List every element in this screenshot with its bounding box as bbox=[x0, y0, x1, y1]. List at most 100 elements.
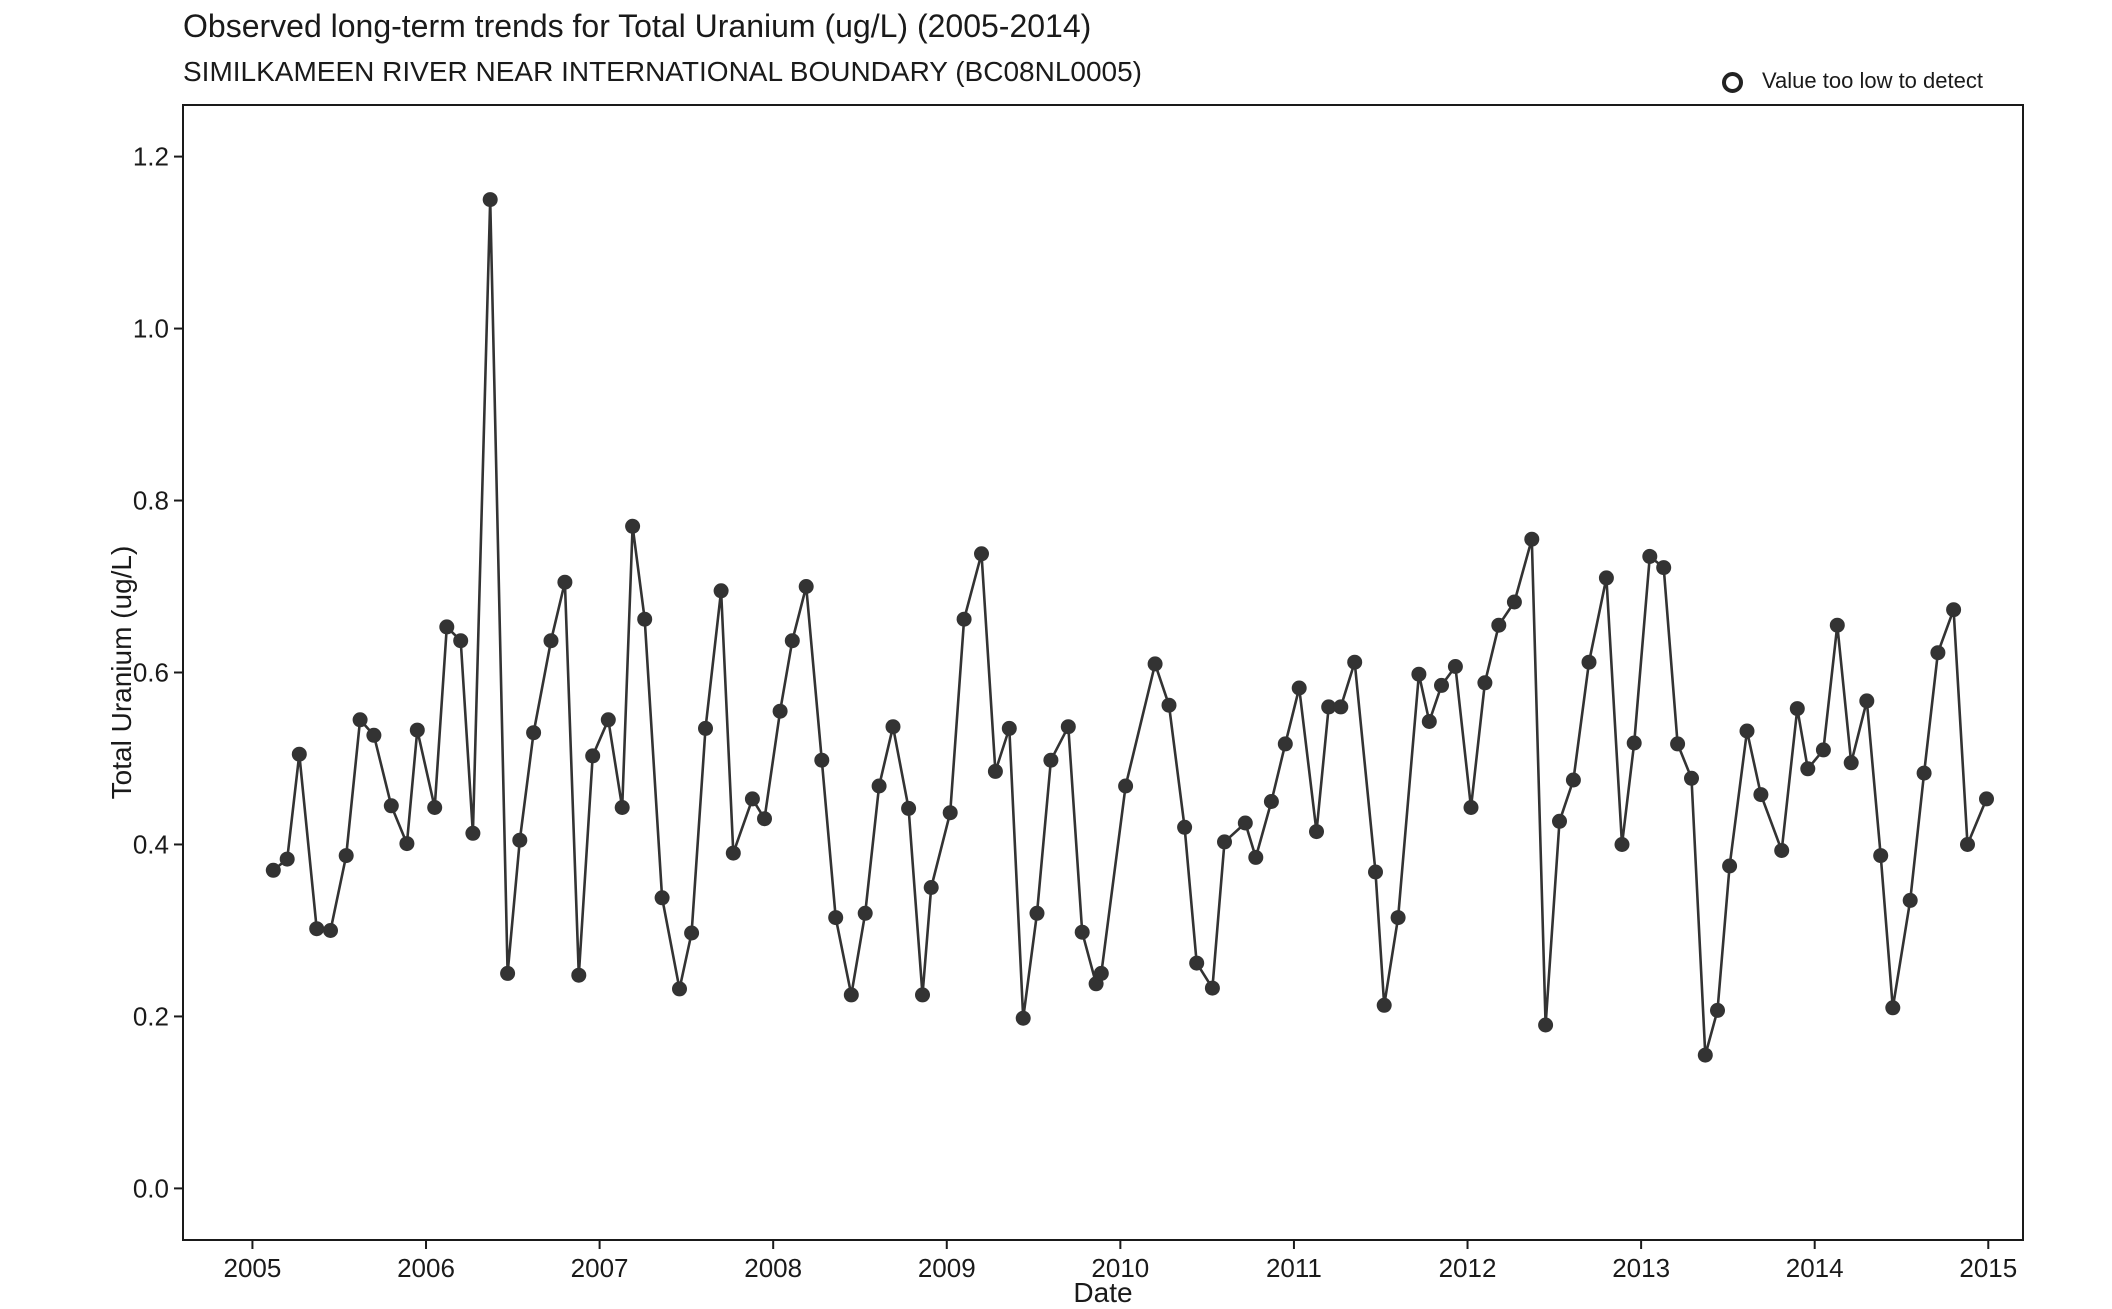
data-point bbox=[1626, 735, 1642, 751]
data-point bbox=[1774, 843, 1790, 858]
data-point bbox=[265, 862, 281, 878]
data-point bbox=[1237, 815, 1253, 831]
data-point bbox=[757, 811, 772, 827]
x-tick-label: 2006 bbox=[397, 1253, 455, 1283]
data-point bbox=[1421, 714, 1437, 729]
data-point bbox=[1753, 787, 1769, 803]
data-point bbox=[828, 910, 844, 926]
data-point bbox=[453, 633, 469, 649]
data-point bbox=[323, 923, 338, 938]
data-point bbox=[1873, 848, 1889, 864]
data-point bbox=[942, 805, 958, 821]
data-point bbox=[571, 967, 587, 983]
data-point bbox=[543, 633, 559, 649]
data-point bbox=[1477, 675, 1493, 691]
chart-subtitle: SIMILKAMEEN RIVER NEAR INTERNATIONAL BOU… bbox=[183, 56, 1142, 87]
data-point bbox=[798, 579, 814, 594]
data-point bbox=[465, 825, 481, 841]
data-point bbox=[291, 746, 307, 762]
y-axis-title: Total Uranium (ug/L) bbox=[106, 546, 137, 800]
data-point bbox=[600, 712, 616, 728]
data-point bbox=[399, 836, 415, 852]
data-point bbox=[1930, 645, 1946, 661]
data-point bbox=[614, 800, 630, 815]
y-tick-label: 0.2 bbox=[133, 1001, 169, 1031]
data-point bbox=[557, 574, 573, 590]
data-point bbox=[309, 921, 325, 937]
data-point bbox=[1538, 1017, 1554, 1033]
data-point bbox=[1093, 965, 1109, 981]
data-point bbox=[1217, 834, 1232, 850]
data-point bbox=[383, 798, 399, 814]
data-point bbox=[698, 720, 713, 736]
data-point bbox=[843, 987, 859, 1003]
data-point bbox=[1916, 765, 1932, 781]
data-point bbox=[1815, 742, 1831, 758]
x-tick-label: 2007 bbox=[571, 1253, 629, 1283]
data-point bbox=[956, 611, 972, 627]
data-point bbox=[1670, 736, 1686, 752]
data-points bbox=[265, 192, 1994, 1063]
data-point bbox=[1789, 701, 1805, 717]
data-point bbox=[1043, 752, 1059, 768]
data-point bbox=[1614, 837, 1630, 852]
x-tick-label: 2011 bbox=[1266, 1253, 1322, 1283]
x-tick-label: 2010 bbox=[1091, 1253, 1149, 1283]
data-point bbox=[784, 633, 800, 649]
data-point bbox=[352, 712, 368, 728]
data-point bbox=[409, 722, 425, 738]
data-point bbox=[1376, 997, 1392, 1013]
data-point bbox=[1118, 778, 1134, 794]
x-tick-label: 2014 bbox=[1786, 1253, 1844, 1283]
data-point bbox=[725, 845, 741, 861]
data-point bbox=[1309, 824, 1324, 840]
data-point bbox=[1248, 849, 1264, 865]
data-point bbox=[1565, 772, 1581, 788]
data-point bbox=[1642, 548, 1658, 564]
data-point bbox=[1598, 570, 1614, 586]
y-tick-label: 1.2 bbox=[133, 142, 169, 172]
data-point bbox=[1263, 794, 1279, 809]
data-point bbox=[1960, 837, 1975, 852]
data-point bbox=[1885, 1000, 1901, 1016]
data-point bbox=[1447, 659, 1463, 674]
data-point bbox=[1177, 819, 1193, 835]
data-point bbox=[915, 987, 930, 1003]
y-tick-label: 0.4 bbox=[133, 829, 169, 859]
data-point bbox=[1843, 755, 1859, 771]
data-point bbox=[1710, 1002, 1725, 1018]
data-point bbox=[987, 763, 1003, 779]
data-point bbox=[439, 619, 455, 635]
data-point bbox=[500, 965, 516, 981]
data-point bbox=[901, 800, 917, 816]
data-point bbox=[1697, 1047, 1713, 1063]
data-point bbox=[1552, 813, 1567, 829]
data-point bbox=[885, 719, 901, 735]
data-point bbox=[1491, 617, 1507, 633]
data-point bbox=[279, 851, 295, 867]
data-point bbox=[1902, 892, 1918, 908]
data-point bbox=[857, 905, 873, 921]
data-point bbox=[1147, 656, 1163, 672]
x-tick-label: 2012 bbox=[1439, 1253, 1497, 1283]
data-point bbox=[1411, 666, 1427, 682]
data-point bbox=[625, 518, 641, 534]
data-point bbox=[366, 727, 382, 743]
y-tick-label: 1.0 bbox=[133, 314, 169, 344]
data-point bbox=[526, 725, 542, 741]
data-point bbox=[1684, 770, 1699, 786]
data-point bbox=[1800, 761, 1816, 777]
data-point bbox=[427, 800, 443, 815]
data-point bbox=[1189, 955, 1205, 971]
data-point bbox=[654, 890, 670, 906]
data-point bbox=[814, 752, 830, 768]
data-point bbox=[1161, 697, 1177, 713]
data-point bbox=[585, 748, 601, 764]
data-point bbox=[871, 778, 887, 794]
chart-title: Observed long-term trends for Total Uran… bbox=[183, 8, 1092, 44]
series-line bbox=[272, 198, 1988, 1057]
data-point bbox=[1074, 924, 1090, 940]
x-tick-label: 2009 bbox=[918, 1253, 976, 1283]
data-point bbox=[1291, 680, 1307, 696]
data-point bbox=[1506, 594, 1522, 610]
